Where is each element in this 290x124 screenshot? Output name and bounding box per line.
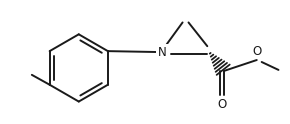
Text: O: O	[252, 45, 261, 58]
Text: N: N	[157, 46, 166, 59]
Text: O: O	[218, 98, 227, 111]
